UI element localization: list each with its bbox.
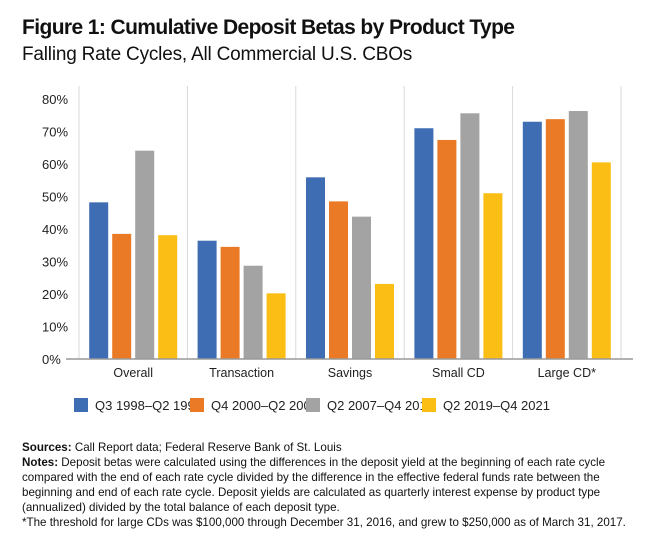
chart-title: Figure 1: Cumulative Deposit Betas by Pr… [22, 16, 515, 39]
y-tick-label: 50% [42, 190, 68, 205]
bar-transaction-series-2 [220, 246, 240, 359]
y-tick-label: 30% [42, 255, 68, 270]
bar-large-cd--series-3 [568, 111, 588, 360]
bar-savings-series-3 [352, 216, 371, 359]
bar-savings-series-1 [306, 177, 325, 359]
legend-swatch [190, 398, 204, 412]
bar-transaction-series-1 [197, 240, 217, 359]
y-tick-label: 70% [42, 125, 68, 140]
bar-overall-series-1 [89, 202, 109, 359]
x-tick-label: Savings [328, 366, 372, 380]
legend-label: Q4 2000–Q2 2004 [211, 398, 318, 413]
bar-small-cd-series-2 [437, 139, 457, 359]
y-tick-label: 0% [42, 352, 61, 367]
bar-transaction-series-4 [266, 293, 286, 359]
bar-chart: 0% 10% 20% 30% 40% 50% 60% 70% 80% Overall Transac… [42, 86, 633, 413]
bar-overall-series-4 [158, 235, 178, 359]
notes-text: Deposit betas were calculated using the … [22, 456, 606, 514]
y-tick-label: 40% [42, 222, 68, 237]
bar-small-cd-series-4 [483, 193, 503, 359]
x-tick-label: Transaction [209, 366, 274, 380]
x-tick-label: Overall [113, 366, 153, 380]
y-tick-label: 60% [42, 157, 68, 172]
bar-small-cd-series-1 [414, 128, 434, 359]
bar-large-cd--series-4 [591, 162, 611, 359]
sources-label: Sources: [22, 441, 72, 454]
legend-label: Q2 2007–Q4 2015 [327, 398, 434, 413]
bar-overall-series-3 [135, 150, 155, 359]
y-tick-label: 20% [42, 287, 68, 302]
x-tick-label: Large CD* [538, 366, 596, 380]
chart-subtitle: Falling Rate Cycles, All Commercial U.S.… [22, 44, 413, 65]
bar-large-cd--series-1 [522, 121, 542, 359]
y-tick-label: 80% [42, 92, 68, 107]
sources-text: Call Report data; Federal Reserve Bank o… [71, 441, 342, 454]
bar-small-cd-series-3 [460, 113, 480, 359]
bar-transaction-series-3 [243, 265, 263, 359]
bar-overall-series-2 [112, 233, 132, 359]
chart-notes: Sources: Call Report data; Federal Reser… [22, 440, 647, 530]
bar-savings-series-4 [375, 283, 394, 359]
y-tick-label: 10% [42, 320, 68, 335]
notes-label: Notes: [22, 456, 59, 469]
bar-large-cd--series-2 [545, 119, 565, 360]
legend-label: Q2 2019–Q4 2021 [443, 398, 550, 413]
legend-label: Q3 1998–Q2 1999 [95, 398, 202, 413]
legend-swatch [422, 398, 436, 412]
legend-swatch [74, 398, 88, 412]
legend-swatch [306, 398, 320, 412]
bar-savings-series-2 [329, 201, 348, 359]
footnote: *The threshold for large CDs was $100,00… [22, 516, 626, 529]
x-tick-label: Small CD [432, 366, 485, 380]
